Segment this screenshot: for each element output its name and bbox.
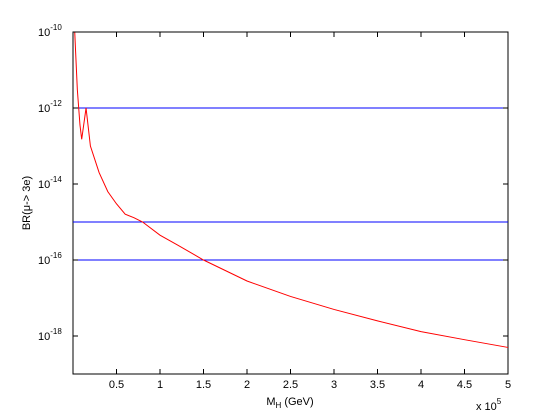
x-tick-label-8: 4.5 [457, 379, 472, 391]
x-tick-label-5: 3 [331, 379, 337, 391]
x-tick-label-6: 3.5 [370, 379, 385, 391]
x-tick-label-0: 0.5 [109, 379, 124, 391]
x-tick-label-7: 4 [418, 379, 424, 391]
x-axis-label: MH (GeV) [266, 396, 313, 410]
x-axis-multiplier: x 105 [476, 397, 502, 413]
plot-area [72, 31, 509, 375]
x-tick-label-4: 2.5 [283, 379, 298, 391]
y-tick-label-4: 10-18 [38, 327, 62, 343]
y-axis-label: BR(μ-> 3e) [21, 176, 33, 230]
y-tick-label-1: 10-12 [38, 99, 62, 115]
y-tick-label-2: 10-14 [38, 175, 62, 191]
y-tick-label-3: 10-16 [38, 251, 62, 267]
x-tick-label-9: 5 [505, 379, 511, 391]
x-tick-label-2: 1.5 [196, 379, 211, 391]
series-line-0 [74, 31, 509, 348]
x-tick-label-3: 2 [244, 379, 250, 391]
y-tick-label-0: 10-10 [38, 23, 62, 39]
x-tick-label-1: 1 [157, 379, 163, 391]
